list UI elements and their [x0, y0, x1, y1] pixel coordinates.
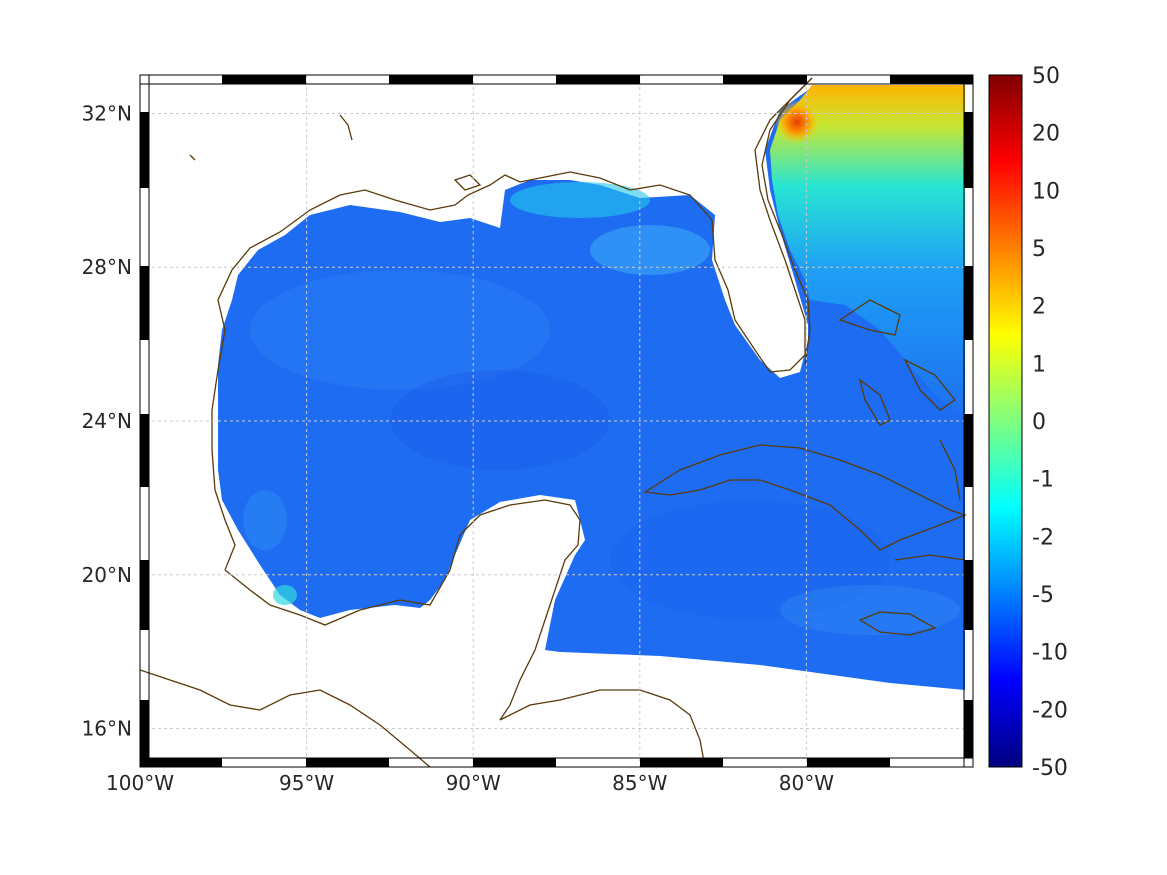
- lat-tick-label: 32°N: [82, 101, 132, 125]
- latitude-tick-labels: 16°N 20°N 24°N 28°N 32°N: [82, 101, 132, 740]
- colorbar-tick-label: 50: [1032, 64, 1060, 89]
- colorbar-tick-label: -5: [1032, 583, 1054, 608]
- lon-tick-label: 90°W: [446, 771, 501, 795]
- lon-tick-label: 100°W: [106, 771, 174, 795]
- colorbar-tick-label: 20: [1032, 122, 1060, 147]
- colorbar-tick-label: 0: [1032, 410, 1046, 435]
- lat-tick-label: 16°N: [82, 717, 132, 741]
- longitude-tick-labels: 100°W 95°W 90°W 85°W 80°W: [106, 771, 834, 795]
- lat-tick-label: 28°N: [82, 255, 132, 279]
- lat-tick-label: 24°N: [82, 409, 132, 433]
- lon-tick-label: 95°W: [279, 771, 334, 795]
- colorbar-tick-label: 1: [1032, 352, 1046, 377]
- colorbar-tick-label: -20: [1032, 698, 1068, 723]
- colorbar-tick-label: 2: [1032, 295, 1046, 320]
- ocean-data-field: [218, 85, 965, 690]
- colorbar-tick-label: 5: [1032, 237, 1046, 262]
- lat-tick-label: 20°N: [82, 563, 132, 587]
- lon-tick-label: 80°W: [779, 771, 834, 795]
- colorbar-gradient: [988, 74, 1023, 768]
- lon-tick-label: 85°W: [612, 771, 667, 795]
- colorbar-tick-label: -10: [1032, 641, 1068, 666]
- colorbar-tick-label: -50: [1032, 756, 1068, 781]
- colorbar-tick-label: -1: [1032, 468, 1054, 493]
- colorbar-tick-label: -2: [1032, 525, 1054, 550]
- grid-lines: [140, 75, 973, 767]
- colorbar-tick-label: 10: [1032, 179, 1060, 204]
- atlantic-field: [770, 85, 965, 420]
- map-frame: [139, 74, 974, 768]
- coastlines: [140, 77, 967, 767]
